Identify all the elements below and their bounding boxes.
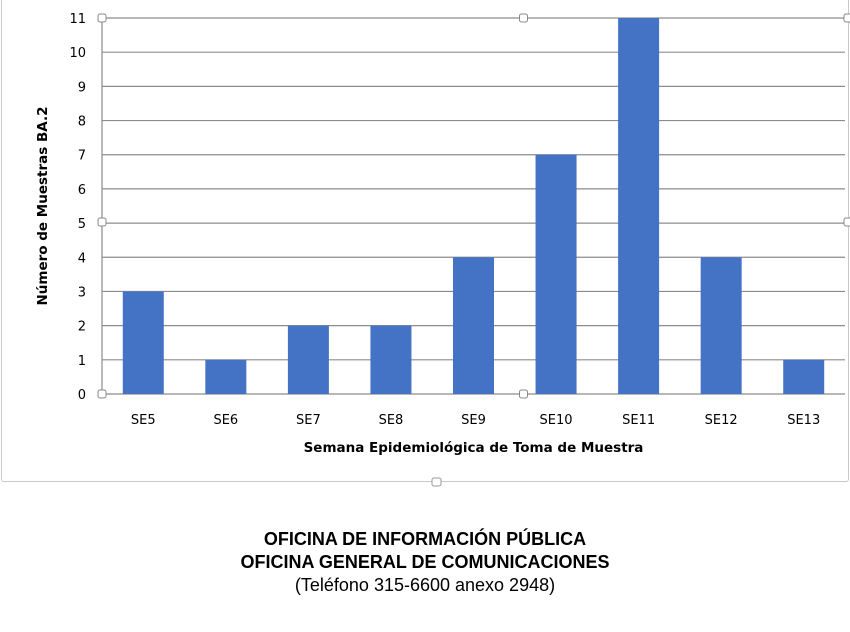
resize-handle	[97, 13, 107, 23]
footer-phone: (Teléfono 315-6600 anexo 2948)	[294, 575, 556, 595]
x-tick-label: SE8	[379, 413, 404, 428]
y-tick-label: 9	[78, 80, 86, 95]
footer-office-subtitle: OFICINA GENERAL DE COMUNICACIONES	[240, 552, 610, 572]
y-tick-label: 8	[78, 115, 86, 130]
resize-handle	[97, 217, 107, 227]
bar-se11	[618, 18, 660, 394]
y-tick-label: 3	[78, 285, 86, 300]
bar-se7	[287, 325, 329, 394]
bar-chart: 0 1 2 3 4 5 6 7 8 9 10 11 SE5 SE6 SE7 SE8 SE9 SE10 SE11 SE1…	[35, 12, 850, 487]
bar-se8	[370, 325, 412, 394]
x-tick-label: SE5	[131, 413, 156, 428]
y-tick-label: 7	[78, 149, 86, 164]
x-tick-label: SE9	[461, 413, 486, 428]
x-tick-label: SE11	[622, 413, 655, 428]
bar-se13	[783, 359, 825, 394]
bar-se6	[205, 359, 247, 394]
resize-handle	[843, 217, 850, 227]
resize-handle	[519, 389, 528, 399]
y-tick-label: 2	[78, 320, 86, 335]
y-tick-label: 4	[78, 251, 86, 266]
chart-frame	[1, 0, 849, 482]
x-tick-label: SE12	[705, 413, 738, 428]
x-tick-label: SE7	[296, 413, 321, 428]
x-tick-label: SE10	[540, 413, 573, 428]
footer-office-title: OFICINA DE INFORMACIÓN PÚBLICA	[263, 529, 587, 549]
x-tick-label: SE13	[787, 413, 820, 428]
y-tick-label: 11	[69, 12, 86, 27]
resize-handle	[97, 389, 107, 399]
bar-se9	[453, 257, 494, 394]
footer: OFICINA DE INFORMACIÓN PÚBLICA OFICINA G…	[0, 528, 850, 597]
y-tick-label: 10	[69, 46, 86, 61]
bar-se10	[535, 154, 577, 394]
bar-se5	[122, 291, 164, 394]
frame-resize-handle	[431, 477, 442, 487]
resize-handle	[519, 13, 528, 23]
bar-se12	[700, 257, 742, 394]
y-tick-label: 6	[78, 183, 86, 198]
x-axis-title: Semana Epidemiológica de Toma de Muestra	[304, 440, 644, 456]
y-axis-title: Número de Muestras BA.2	[35, 107, 51, 306]
y-tick-label: 1	[78, 354, 86, 369]
resize-handle	[843, 13, 850, 23]
y-tick-label: 5	[78, 217, 86, 232]
y-tick-label: 0	[78, 388, 86, 403]
x-tick-label: SE6	[213, 413, 238, 428]
